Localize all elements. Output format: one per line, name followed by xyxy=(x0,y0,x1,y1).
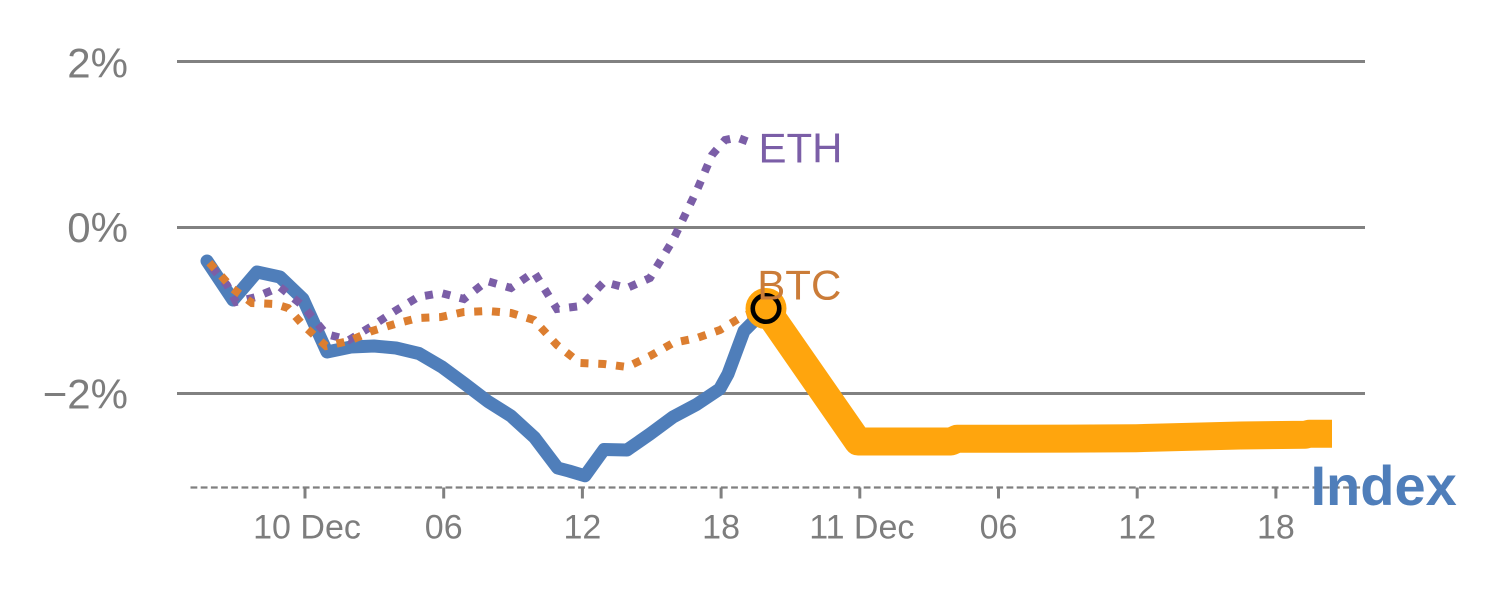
svg-text:ETH: ETH xyxy=(759,125,843,172)
svg-text:18: 18 xyxy=(1257,509,1295,547)
svg-text:06: 06 xyxy=(980,509,1018,547)
svg-text:0%: 0% xyxy=(67,204,128,251)
svg-text:12: 12 xyxy=(563,509,601,547)
svg-text:12: 12 xyxy=(1118,509,1156,547)
svg-text:10 Dec: 10 Dec xyxy=(253,509,361,547)
svg-text:18: 18 xyxy=(702,509,740,547)
svg-text:BTC: BTC xyxy=(757,262,841,309)
svg-text:06: 06 xyxy=(425,509,463,547)
svg-text:−2%: −2% xyxy=(43,371,128,418)
svg-text:2%: 2% xyxy=(67,40,128,87)
svg-text:Index: Index xyxy=(1311,454,1457,517)
svg-text:11 Dec: 11 Dec xyxy=(809,509,914,547)
